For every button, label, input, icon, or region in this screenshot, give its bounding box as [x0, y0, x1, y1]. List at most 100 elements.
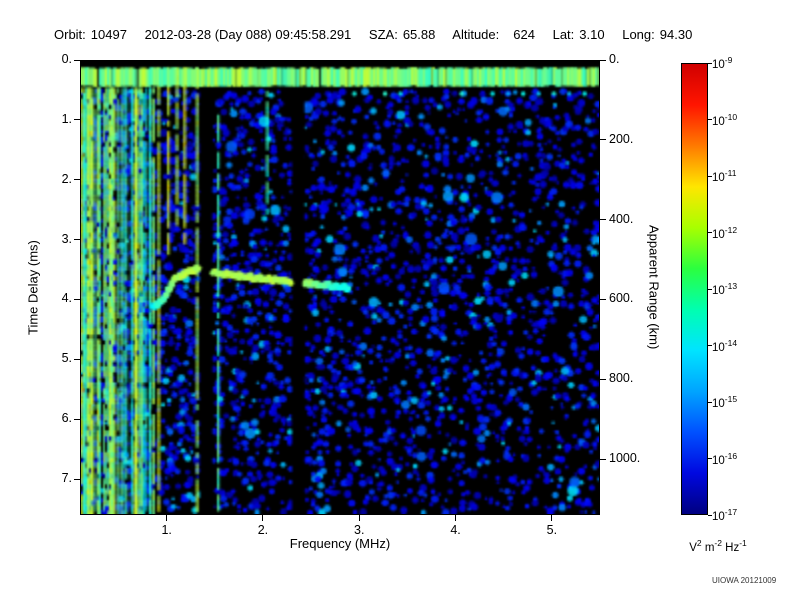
header-info: Orbit: 10497 2012-03-28 (Day 088) 09:45:5…: [54, 27, 692, 42]
lat-label: Lat:: [552, 27, 575, 42]
y-axis-title-right: Apparent Range (km): [646, 225, 662, 350]
colorbar-tick: [708, 288, 712, 290]
altitude-label: Altitude:: [452, 27, 500, 42]
y-axis-tick: [74, 478, 80, 480]
y-axis-title-left: Time Delay (ms): [25, 240, 41, 335]
y-axis-tick-label: 6.: [61, 411, 72, 426]
unit-base: m: [701, 541, 715, 554]
x-axis-tick-label: 1.: [161, 523, 172, 537]
colorbar-tick-base: 10: [712, 397, 725, 410]
colorbar-tick: [708, 514, 712, 516]
colorbar-tick-exponent: -15: [724, 394, 738, 404]
spectrogram-plot-area: [80, 60, 600, 515]
colorbar-tick-label: 10-12: [712, 225, 737, 241]
x-axis-tick-label: 4.: [450, 523, 461, 537]
y-axis-tick-label: 3.: [61, 231, 72, 246]
y-axis-tick-label: 0.: [61, 52, 72, 66]
x-axis-tick: [551, 515, 553, 521]
lat-value: 3.10: [579, 27, 605, 42]
y-axis-tick-label: 5.: [61, 351, 72, 366]
unit-exponent: -1: [739, 538, 747, 548]
right-axis-tick: [600, 378, 606, 380]
y-axis-tick: [74, 239, 80, 241]
x-axis-tick: [358, 515, 360, 521]
unit-exponent: 2: [696, 538, 702, 548]
y-axis-tick: [74, 119, 80, 121]
spectrogram-canvas: [81, 61, 599, 514]
colorbar-unit-label: V2 m-2 Hz-1: [666, 538, 770, 554]
colorbar-tick-base: 10: [712, 510, 725, 523]
colorbar-gradient: [682, 64, 707, 514]
right-axis-tick: [600, 59, 606, 61]
long-label: Long:: [622, 27, 655, 42]
x-axis-tick: [262, 515, 264, 521]
orbit-label: Orbit:: [54, 27, 86, 42]
long-value: 94.30: [659, 27, 693, 42]
colorbar-tick-label: 10-11: [712, 168, 736, 184]
right-axis-tick: [600, 298, 606, 300]
colorbar-tick-exponent: -9: [724, 55, 733, 65]
colorbar-tick: [708, 345, 712, 346]
y-axis-tick-label: 4.: [61, 291, 72, 306]
colorbar-tick-base: 10: [712, 115, 725, 128]
colorbar-tick: [708, 232, 712, 233]
colorbar-tick-label: 10-17: [712, 507, 737, 523]
colorbar-tick-base: 10: [712, 228, 725, 241]
orbit-value: 10497: [90, 27, 127, 42]
colorbar-tick-base: 10: [712, 58, 725, 71]
x-axis-tick-label: 2.: [257, 523, 269, 537]
sza-value: 65.88: [402, 27, 436, 42]
colorbar-tick-exponent: -14: [724, 337, 738, 348]
colorbar-tick-label: 10-14: [712, 338, 737, 354]
colorbar-tick-exponent: -13: [724, 281, 738, 291]
colorbar-tick: [708, 62, 712, 64]
colorbar-tick: [708, 458, 712, 459]
unit-base: V: [689, 541, 697, 554]
colorbar-tick-exponent: -17: [724, 507, 738, 517]
y-axis-tick-label: 1.: [61, 111, 72, 126]
colorbar-tick: [708, 401, 712, 403]
unit-base: Hz: [721, 541, 740, 554]
x-axis-tick: [166, 515, 168, 521]
colorbar-tick-base: 10: [712, 171, 725, 184]
sza-label: SZA:: [368, 27, 398, 42]
y-axis-tick: [74, 418, 80, 420]
right-axis-tick: [600, 458, 606, 460]
credit-text: UIOWA 20121009: [712, 576, 777, 585]
colorbar-tick-exponent: -11: [724, 168, 737, 178]
right-axis-tick-label: 1000.: [609, 451, 641, 466]
y-axis-tick: [74, 59, 80, 61]
y-axis-tick: [74, 179, 80, 181]
altitude-value: 624: [513, 27, 535, 42]
colorbar-tick-label: 10-10: [712, 112, 737, 128]
y-axis-tick-label: 7.: [61, 471, 72, 486]
y-axis-tick: [74, 358, 80, 360]
right-axis-tick-label: 0.: [609, 52, 620, 66]
colorbar-tick-base: 10: [712, 341, 725, 354]
x-axis-title: Frequency (MHz): [289, 536, 391, 551]
colorbar-tick-exponent: -12: [724, 224, 738, 235]
colorbar-tick-label: 10-9: [712, 55, 732, 71]
right-axis-tick-label: 400.: [609, 211, 634, 226]
datetime-text: 2012-03-28 (Day 088) 09:45:58.291: [144, 27, 352, 42]
colorbar-tick-label: 10-16: [712, 451, 737, 467]
colorbar-tick-exponent: -16: [724, 450, 738, 461]
right-axis-tick-label: 200.: [609, 131, 634, 146]
x-axis-tick: [455, 515, 457, 521]
colorbar-tick-label: 10-13: [712, 281, 737, 297]
unit-exponent: -2: [714, 538, 722, 548]
colorbar-tick-base: 10: [712, 454, 725, 467]
right-axis-tick: [600, 219, 606, 221]
y-axis-tick-label: 2.: [61, 171, 72, 186]
right-axis-tick-label: 600.: [609, 291, 634, 306]
colorbar-tick-exponent: -10: [724, 111, 738, 122]
colorbar-tick: [708, 175, 712, 177]
colorbar-tick-label: 10-15: [712, 394, 737, 410]
x-axis-tick-label: 3.: [354, 523, 365, 537]
right-axis-tick: [600, 139, 606, 141]
colorbar-tick: [708, 119, 712, 120]
x-axis-tick-label: 5.: [546, 523, 558, 537]
colorbar-tick-base: 10: [712, 284, 725, 297]
colorbar: [681, 63, 708, 515]
